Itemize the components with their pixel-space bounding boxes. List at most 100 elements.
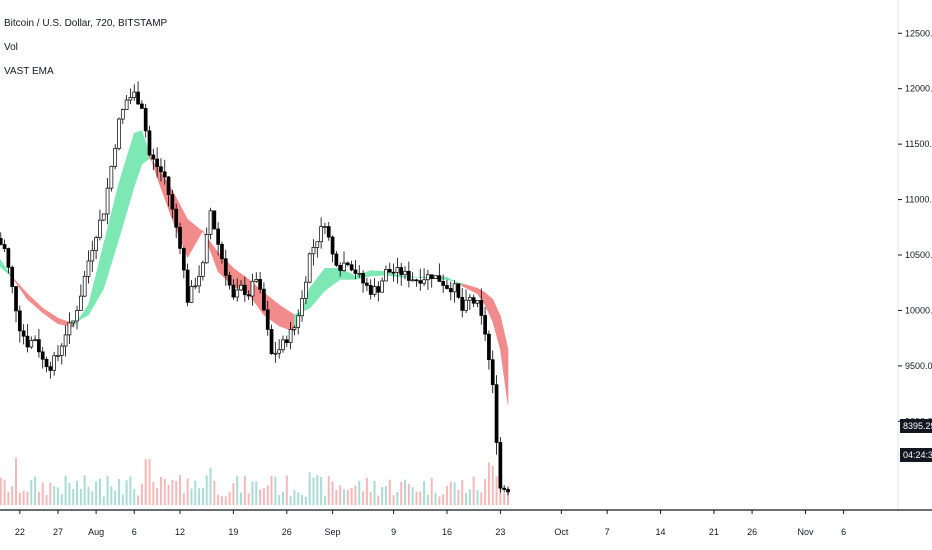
candle-body xyxy=(422,279,426,284)
candle-body xyxy=(67,322,72,336)
ema-band-segment xyxy=(278,304,295,332)
volume-bar xyxy=(419,491,422,505)
volume-bar xyxy=(76,480,79,505)
candle-body xyxy=(44,358,49,368)
volume-bar xyxy=(343,489,346,505)
candle-body xyxy=(300,298,304,317)
candle-body xyxy=(174,208,179,228)
candle-body xyxy=(6,248,11,268)
candle-body xyxy=(410,279,415,282)
volume-bar xyxy=(182,493,185,505)
volume-bar xyxy=(121,494,124,505)
candle-body xyxy=(162,171,167,178)
time-axis[interactable]: 22 27 Aug 6 12 19 26 Sep 9 16 23 Oct 7 14 21 26 Nov 6 xyxy=(15,510,846,537)
candle-body xyxy=(494,384,499,443)
candle-body xyxy=(403,270,407,276)
candle-body xyxy=(304,281,308,299)
volume-bar xyxy=(159,476,162,505)
time-tick-label: 26 xyxy=(747,527,757,537)
candle-body xyxy=(212,210,217,230)
ema-band-segment xyxy=(0,258,13,278)
candle-body xyxy=(17,310,22,332)
legend-indicator[interactable]: VAST EMA xyxy=(4,66,54,77)
volume-bar xyxy=(156,487,159,505)
candle-body xyxy=(40,351,45,360)
volume-bar xyxy=(331,481,334,505)
candle-body xyxy=(448,288,453,293)
candle-body xyxy=(506,489,510,493)
candle-body xyxy=(330,236,335,255)
volume-bar xyxy=(251,481,254,505)
chart-legend: Bitcoin / U.S. Dollar, 720, BITSTAMP Vol… xyxy=(4,17,167,79)
volume-bar xyxy=(445,486,448,505)
candle-body xyxy=(414,279,419,282)
candle-body xyxy=(429,274,434,279)
volume-bar xyxy=(186,478,189,505)
candle-body xyxy=(258,279,262,290)
candle-body xyxy=(498,442,503,489)
candle-body xyxy=(456,283,461,298)
volume-bar xyxy=(87,486,90,505)
time-tick-label: 6 xyxy=(132,527,137,537)
volume-bar xyxy=(114,490,117,505)
price-tick-label: 11500.00 xyxy=(905,139,932,149)
ema-band-segment xyxy=(309,267,326,310)
volume-bar xyxy=(381,487,384,505)
volume-bar xyxy=(369,492,372,505)
volume-bar xyxy=(301,494,304,505)
volume-bar xyxy=(396,491,399,505)
volume-bar xyxy=(316,475,319,505)
time-tick-label: 14 xyxy=(656,527,666,537)
volume-bar xyxy=(362,491,365,505)
candle-body xyxy=(307,253,312,283)
volume-bar xyxy=(453,482,456,505)
volume-bar xyxy=(278,495,281,505)
volume-bar xyxy=(274,476,277,505)
candle-body xyxy=(452,283,457,293)
volume-bar xyxy=(64,475,67,505)
ema-band-segment xyxy=(27,293,44,314)
volume-bar xyxy=(45,495,48,505)
candle-body xyxy=(37,339,41,353)
volume-bar xyxy=(129,476,132,505)
volume-bar xyxy=(293,490,296,505)
price-tick-label: 10000.00 xyxy=(905,305,932,315)
candle-body xyxy=(262,288,266,311)
candle-body xyxy=(71,320,76,324)
volume-bar xyxy=(224,496,227,505)
candle-body xyxy=(250,280,255,297)
volume-bar xyxy=(465,493,468,505)
volume-bar xyxy=(243,475,246,505)
volume-bar xyxy=(415,491,418,505)
candle-body xyxy=(166,176,171,195)
candle-body xyxy=(90,250,95,262)
legend-volume[interactable]: Vol xyxy=(4,42,18,53)
last-price-label: 8395.29 xyxy=(900,419,932,433)
candle-body xyxy=(79,295,83,311)
candle-body xyxy=(399,267,404,276)
volume-bar xyxy=(430,477,433,505)
volume-bar xyxy=(148,459,151,505)
candle-body xyxy=(185,269,190,303)
ema-band-segment xyxy=(500,315,509,405)
time-tick-label: 9 xyxy=(391,527,396,537)
legend-symbol[interactable]: Bitcoin / U.S. Dollar, 720, BITSTAMP xyxy=(4,18,168,29)
candle-body xyxy=(14,286,18,312)
candle-body xyxy=(242,284,247,296)
time-tick-label: 22 xyxy=(15,527,25,537)
candle-body xyxy=(338,265,343,271)
volume-bar xyxy=(34,476,37,505)
volume-bar xyxy=(72,489,75,505)
volume-bar xyxy=(377,495,380,505)
volume-bar xyxy=(91,491,94,505)
candle-body xyxy=(25,335,30,348)
candle-body xyxy=(86,260,91,277)
price-axis[interactable]: 9000.009500.0010000.0010500.0011000.0011… xyxy=(898,28,932,426)
volume-bar xyxy=(270,475,273,505)
volume-bar xyxy=(194,480,197,505)
candle-body xyxy=(216,228,220,245)
candle-body xyxy=(460,296,465,311)
ema-band-segment xyxy=(42,307,59,325)
volume-bar xyxy=(49,482,52,505)
